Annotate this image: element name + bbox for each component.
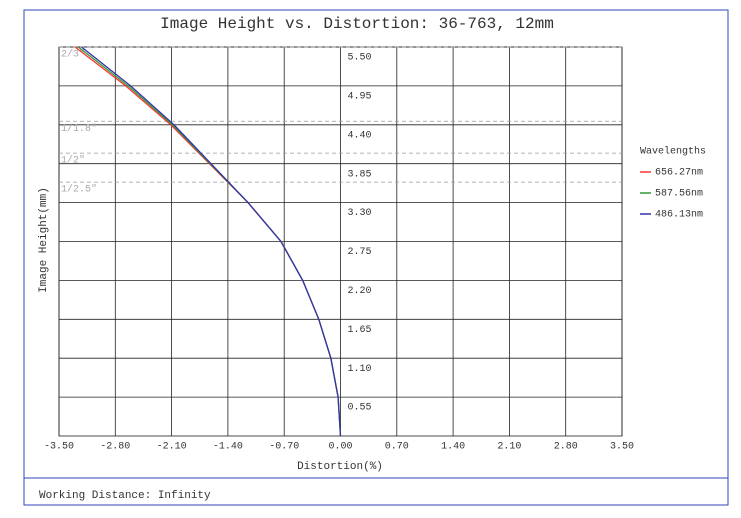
sensor-label: 1/2"	[61, 155, 85, 167]
sensor-label: 1/2.5"	[61, 184, 97, 196]
legend-label: 587.56nm	[655, 189, 703, 200]
y-tick-label: 0.55	[348, 403, 372, 414]
sensor-label: 1/1.8"	[61, 123, 97, 135]
x-tick-label: 1.40	[441, 442, 465, 453]
x-tick-label: -1.40	[213, 442, 243, 453]
y-tick-label: 4.40	[348, 130, 372, 141]
x-axis-label: Distortion(%)	[297, 461, 383, 473]
frame	[23, 9, 729, 506]
y-tick-label: 1.65	[348, 325, 372, 336]
y-tick-label: 2.75	[348, 247, 372, 258]
x-tick-label: -0.70	[269, 442, 299, 453]
y-tick-label: 2.20	[348, 286, 372, 297]
y-tick-label: 3.85	[348, 169, 372, 180]
y-tick-label: 3.30	[348, 208, 372, 219]
x-tick-label: 2.10	[497, 442, 521, 453]
x-tick-label: -2.10	[157, 442, 187, 453]
x-tick-label: 0.70	[385, 442, 409, 453]
y-tick-label: 5.50	[348, 53, 372, 64]
x-tick-label: -3.50	[44, 442, 74, 453]
x-tick-label: 0.00	[328, 442, 352, 453]
legend-label: 656.27nm	[655, 168, 703, 179]
x-tick-label: 2.80	[554, 442, 578, 453]
y-axis-label: Image Height(mm)	[38, 187, 50, 293]
chart-title: Image Height vs. Distortion: 36-763, 12m…	[160, 15, 554, 33]
y-tick-label: 1.10	[348, 364, 372, 375]
series-group	[74, 47, 342, 436]
legend-label: 486.13nm	[655, 210, 703, 221]
sensor-label: 2/3"	[61, 49, 85, 61]
series-line	[81, 47, 342, 436]
x-tick-label: 3.50	[610, 442, 634, 453]
footer: Working Distance: Infinity	[39, 490, 211, 502]
legend-title: Wavelengths	[640, 146, 706, 158]
y-tick-label: 4.95	[348, 92, 372, 103]
x-tick-label: -2.80	[100, 442, 130, 453]
